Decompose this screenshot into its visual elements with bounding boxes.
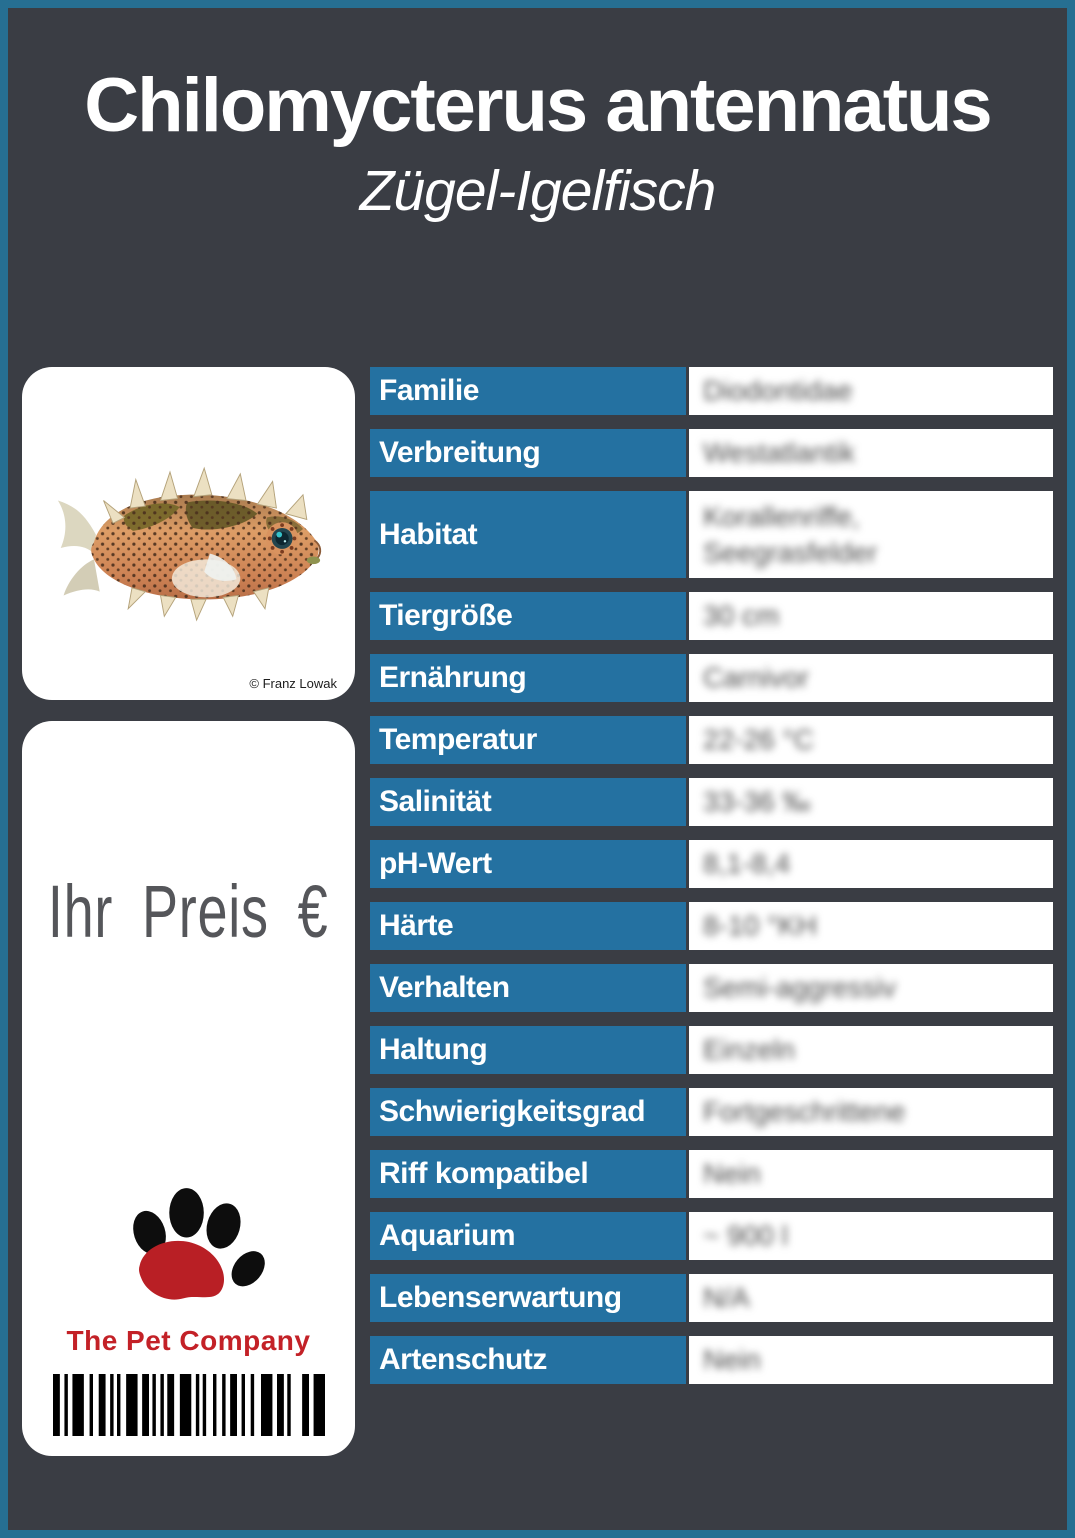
row-label: Aquarium xyxy=(370,1212,686,1260)
paw-logo-icon xyxy=(132,1188,265,1300)
table-row: Artenschutz Nein xyxy=(370,1336,1053,1384)
row-value: 8-10 °KH xyxy=(689,902,1053,950)
table-row: Aquarium ~ 900 l xyxy=(370,1212,1053,1260)
table-row: Tiergröße 30 cm xyxy=(370,592,1053,640)
row-label: Artenschutz xyxy=(370,1336,686,1384)
table-row: Habitat Korallenriffe, Seegrasfelder xyxy=(370,491,1053,578)
species-title: Chilomycterus antennatus xyxy=(84,63,992,148)
row-label: Salinität xyxy=(370,778,686,826)
row-value: Diodontidae xyxy=(689,367,1053,415)
company-name: The Pet Company xyxy=(66,1325,311,1356)
fish-photo-card: © Franz Lowak xyxy=(22,367,355,700)
table-row: Riff kompatibel Nein xyxy=(370,1150,1053,1198)
row-value: 22-26 °C xyxy=(689,716,1053,764)
table-row: Temperatur 22-26 °C xyxy=(370,716,1053,764)
table-row: Härte 8-10 °KH xyxy=(370,902,1053,950)
info-table: Familie Diodontidae Verbreitung Westatla… xyxy=(370,367,1053,1384)
row-value: N/A xyxy=(689,1274,1053,1322)
brand-block: The Pet Company xyxy=(52,1175,325,1456)
row-label: Verbreitung xyxy=(370,429,686,477)
row-label: Ernährung xyxy=(370,654,686,702)
row-value: Semi-aggressiv xyxy=(689,964,1053,1012)
row-label: Habitat xyxy=(370,491,686,578)
table-row: Haltung Einzeln xyxy=(370,1026,1053,1074)
row-label: Temperatur xyxy=(370,716,686,764)
row-value: Einzeln xyxy=(689,1026,1053,1074)
row-label: Tiergröße xyxy=(370,592,686,640)
row-label: Schwierigkeitsgrad xyxy=(370,1088,686,1136)
row-value: Carnivor xyxy=(689,654,1053,702)
row-value: Westatlantik xyxy=(689,429,1053,477)
fish-photo xyxy=(57,466,321,622)
content-area: © Franz Lowak Ihr Preis € The Pet Com xyxy=(8,367,1067,1530)
row-value: Fortgeschrittene xyxy=(689,1088,1053,1136)
row-value: Korallenriffe, Seegrasfelder xyxy=(689,491,1053,578)
row-label: Riff kompatibel xyxy=(370,1150,686,1198)
row-value: 33-36 ‰ xyxy=(689,778,1053,826)
table-row: Lebenserwartung N/A xyxy=(370,1274,1053,1322)
table-row: Familie Diodontidae xyxy=(370,367,1053,415)
table-row: Verbreitung Westatlantik xyxy=(370,429,1053,477)
row-value: Nein xyxy=(689,1336,1053,1384)
row-label: Härte xyxy=(370,902,686,950)
row-label: Haltung xyxy=(370,1026,686,1074)
row-value: ~ 900 l xyxy=(689,1212,1053,1260)
page-header: Chilomycterus antennatus Zügel-Igelfisch xyxy=(8,8,1067,367)
row-value: 8,1-8,4 xyxy=(689,840,1053,888)
barcode xyxy=(52,1374,325,1436)
row-label: Verhalten xyxy=(370,964,686,1012)
photo-credit: © Franz Lowak xyxy=(249,676,337,691)
row-value: 30 cm xyxy=(689,592,1053,640)
left-column: © Franz Lowak Ihr Preis € The Pet Com xyxy=(22,367,355,1456)
table-row: Salinität 33-36 ‰ xyxy=(370,778,1053,826)
table-row: Schwierigkeitsgrad Fortgeschrittene xyxy=(370,1088,1053,1136)
table-row: Ernährung Carnivor xyxy=(370,654,1053,702)
table-row: pH-Wert 8,1-8,4 xyxy=(370,840,1053,888)
price-label: Ihr Preis € xyxy=(48,870,329,953)
price-card: Ihr Preis € The Pet Company xyxy=(22,721,355,1456)
row-label: Lebenserwartung xyxy=(370,1274,686,1322)
row-label: pH-Wert xyxy=(370,840,686,888)
table-row: Verhalten Semi-aggressiv xyxy=(370,964,1053,1012)
row-label: Familie xyxy=(370,367,686,415)
row-value: Nein xyxy=(689,1150,1053,1198)
common-name: Zügel-Igelfisch xyxy=(359,158,717,223)
